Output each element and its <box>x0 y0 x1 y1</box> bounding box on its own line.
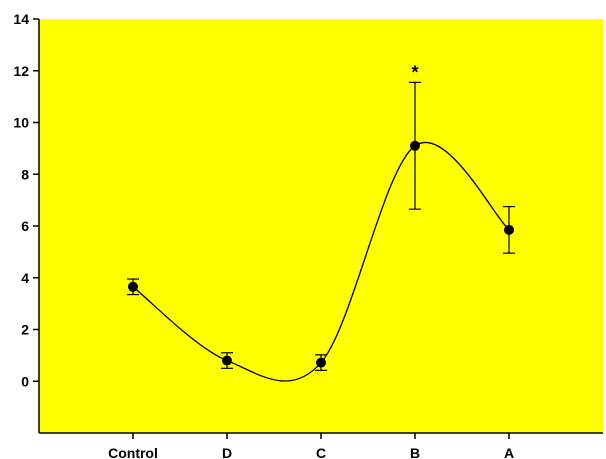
y-axis-ticks: 0 2 4 6 8 10 12 14 <box>13 11 39 389</box>
data-point <box>222 355 232 366</box>
fitted-curve <box>132 141 510 382</box>
y-tick-label: 14 <box>13 11 29 27</box>
data-point <box>504 224 514 235</box>
data-point <box>410 140 420 151</box>
x-tick-label: Control <box>108 445 158 459</box>
y-tick-label: 0 <box>21 373 29 389</box>
data-point <box>128 281 138 292</box>
x-tick-label: D <box>222 445 232 459</box>
data-point <box>316 357 326 368</box>
y-tick-label: 8 <box>21 166 29 182</box>
x-axis-ticks: Control D C B A <box>108 433 514 459</box>
significance-marker: * <box>411 62 418 82</box>
x-tick-label: B <box>410 445 420 459</box>
y-tick-label: 6 <box>21 218 29 234</box>
y-tick-label: 10 <box>13 115 29 131</box>
y-tick-label: 4 <box>21 270 29 286</box>
data-marks: * <box>127 62 515 371</box>
y-tick-label: 2 <box>21 322 29 338</box>
y-tick-label: 12 <box>13 63 29 79</box>
x-tick-label: A <box>504 445 514 459</box>
x-tick-label: C <box>316 445 326 459</box>
